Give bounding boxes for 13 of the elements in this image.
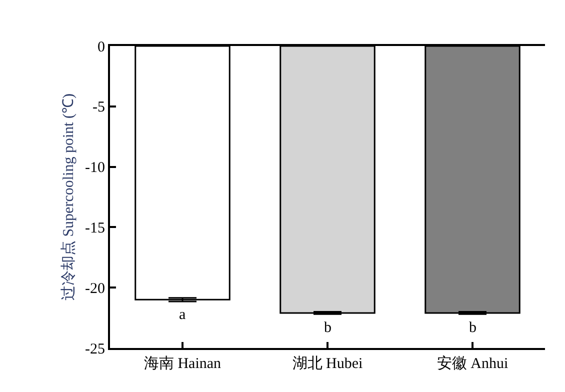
y-tick-label: 0 — [98, 39, 105, 56]
annotation: b — [469, 320, 476, 336]
y-tick-label: -10 — [85, 160, 105, 176]
annotation: a — [179, 307, 186, 323]
y-tick-label: -15 — [85, 220, 105, 236]
x-tick-label: 湖北 Hubei — [292, 355, 363, 372]
x-tick-label: 海南 Hainan — [144, 355, 222, 372]
y-tick-label: -25 — [85, 341, 105, 358]
y-tick-label: -5 — [92, 100, 105, 116]
x-tick-label: 安徽 Anhui — [436, 355, 508, 372]
y-tick-label: -20 — [85, 280, 105, 297]
annotation: b — [324, 320, 332, 336]
y-axis-title: 过冷却点 Supercooling point (℃) — [60, 93, 77, 301]
